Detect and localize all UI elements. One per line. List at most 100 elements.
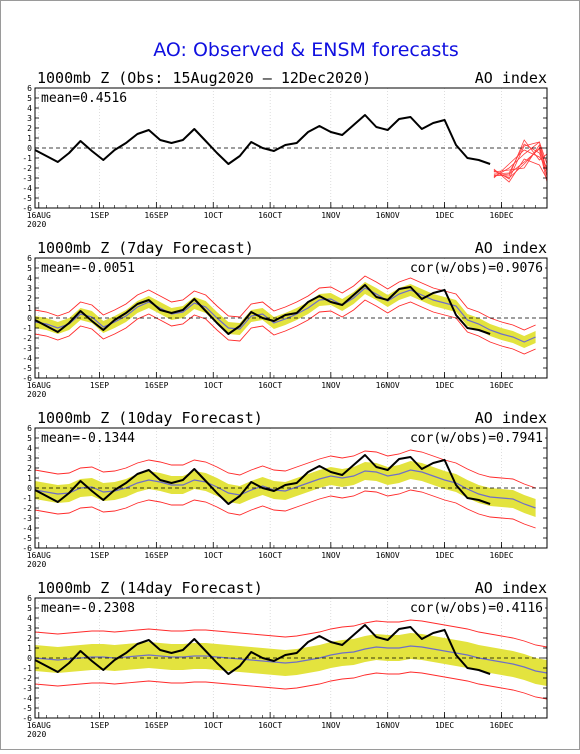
mean-label-bg <box>39 91 149 105</box>
y-tick-label: 3 <box>27 454 32 463</box>
y-tick-label: 3 <box>27 624 32 633</box>
mean-label: mean=0.4516 <box>41 91 127 106</box>
y-tick-label: -1 <box>22 664 32 673</box>
y-tick-label: -5 <box>22 364 32 373</box>
x-tick-label: 1SEP <box>90 381 109 390</box>
mean-label: mean=-0.1344 <box>41 431 135 446</box>
y-tick-label: -6 <box>22 544 32 553</box>
panel-title: 1000mb Z (Obs: 15Aug2020 – 12Dec2020) <box>37 69 371 87</box>
y-tick-label: 0 <box>27 654 32 663</box>
y-tick-label: 6 <box>27 424 32 433</box>
mean-label: mean=-0.2308 <box>41 601 135 616</box>
mean-label: mean=-0.0051 <box>41 261 135 276</box>
mean-label-bg <box>39 261 149 275</box>
figure-title: AO: Observed & ENSM forecasts <box>153 39 458 61</box>
y-tick-label: 6 <box>27 84 32 93</box>
y-tick-label: 2 <box>27 464 32 473</box>
mean-label-bg <box>39 431 149 445</box>
y-tick-label: 2 <box>27 124 32 133</box>
ensemble-min-line <box>34 671 548 700</box>
x-tick-label: 16NOV <box>376 381 400 390</box>
mean-label-bg <box>39 601 149 615</box>
y-tick-label: 4 <box>27 614 32 623</box>
y-tick-label: 1 <box>27 474 32 483</box>
observed-line <box>34 114 491 165</box>
y-tick-label: -3 <box>22 684 32 693</box>
y-tick-label: 2 <box>27 634 32 643</box>
y-tick-label: -6 <box>22 374 32 383</box>
y-tick-label: -2 <box>22 164 32 173</box>
year-label: 2020 <box>27 220 46 229</box>
x-tick-label: 16DEC <box>489 551 513 560</box>
y-tick-label: 5 <box>27 434 32 443</box>
cor-label: cor(w/obs)=0.4116 <box>410 601 543 616</box>
y-tick-label: -6 <box>22 204 32 213</box>
x-tick-label: 1NOV <box>321 211 340 220</box>
y-tick-label: -6 <box>22 714 32 723</box>
y-tick-label: -3 <box>22 514 32 523</box>
x-tick-label: 16AUG <box>27 551 51 560</box>
panel-1: 1000mb Z (Obs: 15Aug2020 – 12Dec2020) AO … <box>22 69 548 229</box>
y-tick-label: -1 <box>22 154 32 163</box>
cor-label-bg <box>395 601 545 615</box>
x-tick-label: 1DEC <box>435 721 454 730</box>
panel-2: 1000mb Z (7day Forecast) AO index6543210-… <box>22 239 548 399</box>
cor-label: cor(w/obs)=0.9076 <box>410 261 543 276</box>
x-tick-label: 16DEC <box>489 381 513 390</box>
observed-line <box>34 624 491 675</box>
panel-title: 1000mb Z (14day Forecast) <box>37 579 263 597</box>
y-tick-label: -5 <box>22 194 32 203</box>
y-tick-label: -1 <box>22 494 32 503</box>
y-tick-label: 0 <box>27 144 32 153</box>
y-tick-label: -4 <box>22 354 32 363</box>
y-tick-label: 1 <box>27 304 32 313</box>
x-tick-label: 1OCT <box>204 211 223 220</box>
y-tick-label: 0 <box>27 314 32 323</box>
ensemble-min-line <box>34 489 536 529</box>
y-tick-label: -3 <box>22 344 32 353</box>
y-tick-label: 6 <box>27 594 32 603</box>
observed-line <box>34 454 491 505</box>
x-tick-label: 16OCT <box>258 381 282 390</box>
y-tick-label: 2 <box>27 294 32 303</box>
x-tick-label: 1DEC <box>435 211 454 220</box>
x-tick-label: 1SEP <box>90 211 109 220</box>
y-tick-label: -4 <box>22 524 32 533</box>
y-tick-label: 5 <box>27 264 32 273</box>
ensemble-spread-band <box>35 461 536 517</box>
cor-label-bg <box>395 261 545 275</box>
x-tick-label: 1OCT <box>204 721 223 730</box>
y-tick-label: 1 <box>27 134 32 143</box>
cor-label: cor(w/obs)=0.7941 <box>410 431 543 446</box>
index-label: AO index <box>475 69 547 87</box>
panel-4: 1000mb Z (14day Forecast) AO index 6543210… <box>22 579 548 739</box>
y-tick-label: -5 <box>22 704 32 713</box>
panel-3: 1000mb Z (10day Forecast) AO index 6543210… <box>22 409 548 569</box>
x-tick-label: 16AUG <box>27 211 51 220</box>
y-tick-label: -5 <box>22 534 32 543</box>
x-tick-label: 16DEC <box>489 721 513 730</box>
x-tick-label: 1NOV <box>321 721 340 730</box>
x-tick-label: 1NOV <box>321 381 340 390</box>
y-tick-label: 3 <box>27 284 32 293</box>
y-tick-label: 5 <box>27 604 32 613</box>
x-tick-label: 16OCT <box>258 211 282 220</box>
ensemble-spread-band <box>35 633 547 686</box>
x-tick-label: 1DEC <box>435 381 454 390</box>
x-tick-label: 16AUG <box>27 381 51 390</box>
x-tick-label: 16SEP <box>144 211 168 220</box>
y-tick-label: -2 <box>22 674 32 683</box>
year-label: 2020 <box>27 560 46 569</box>
y-tick-label: 6 <box>27 254 32 263</box>
x-tick-label: 16NOV <box>376 551 400 560</box>
x-tick-label: 16SEP <box>144 551 168 560</box>
y-tick-label: -4 <box>22 184 32 193</box>
x-tick-label: 1DEC <box>435 551 454 560</box>
x-tick-label: 16NOV <box>376 211 400 220</box>
index-label: AO index <box>475 409 547 427</box>
index-label: AO index <box>475 239 547 257</box>
year-label: 2020 <box>27 390 46 399</box>
x-tick-label: 16OCT <box>258 551 282 560</box>
